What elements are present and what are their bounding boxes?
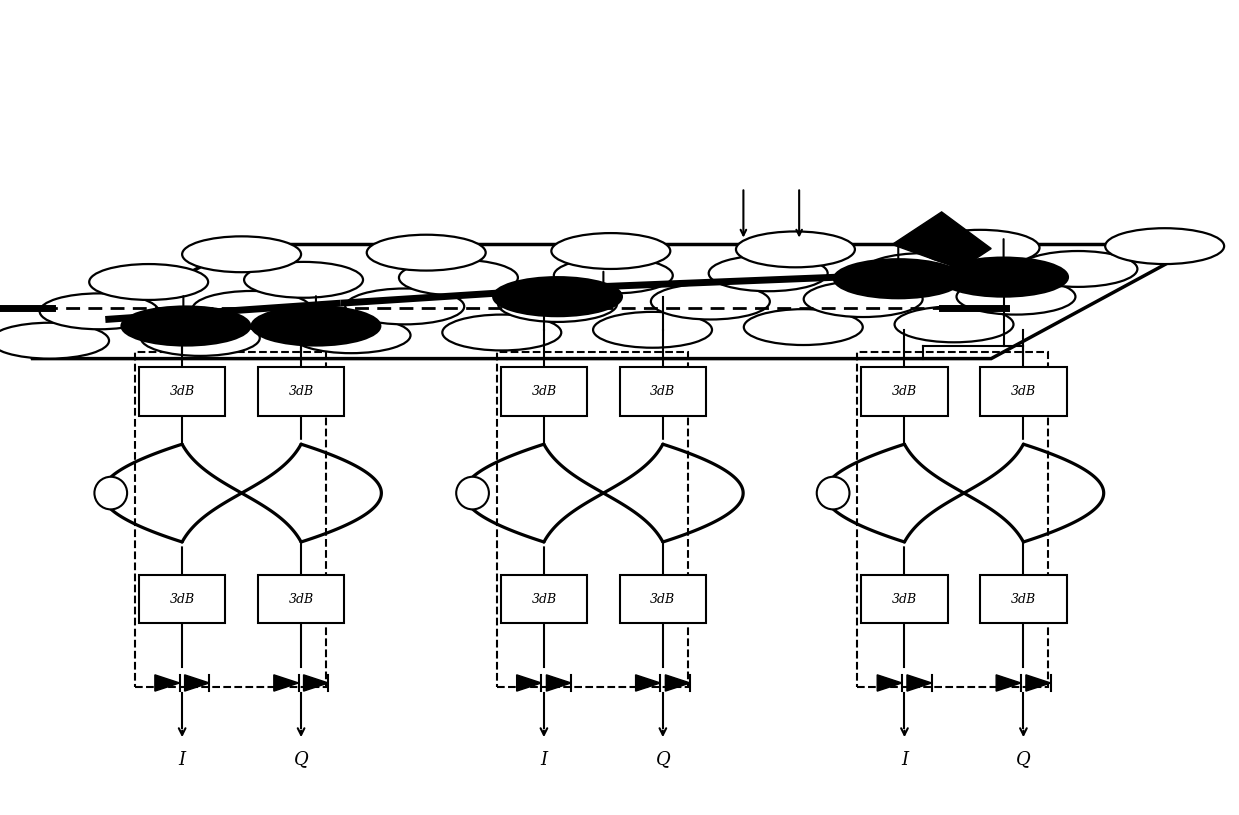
Ellipse shape xyxy=(498,286,617,322)
Text: Q: Q xyxy=(294,751,309,769)
Ellipse shape xyxy=(40,293,159,329)
Polygon shape xyxy=(877,675,902,691)
Text: I: I xyxy=(540,751,548,769)
FancyBboxPatch shape xyxy=(258,575,344,623)
FancyBboxPatch shape xyxy=(258,367,344,416)
Ellipse shape xyxy=(1105,228,1224,264)
FancyBboxPatch shape xyxy=(501,367,587,416)
Ellipse shape xyxy=(743,309,862,345)
Polygon shape xyxy=(1026,675,1051,691)
Ellipse shape xyxy=(399,260,518,296)
Ellipse shape xyxy=(89,264,208,300)
Ellipse shape xyxy=(593,312,712,348)
Ellipse shape xyxy=(736,231,855,267)
Ellipse shape xyxy=(817,477,850,509)
Text: 3dB: 3dB xyxy=(289,385,313,398)
FancyBboxPatch shape xyxy=(980,367,1067,416)
Ellipse shape xyxy=(442,315,561,350)
Ellipse shape xyxy=(554,258,673,293)
Polygon shape xyxy=(636,675,660,691)
Polygon shape xyxy=(665,675,690,691)
FancyBboxPatch shape xyxy=(861,367,948,416)
Text: 3dB: 3dB xyxy=(532,385,556,398)
Polygon shape xyxy=(155,675,180,691)
Ellipse shape xyxy=(551,233,670,269)
Ellipse shape xyxy=(252,306,380,346)
Polygon shape xyxy=(304,675,328,691)
Ellipse shape xyxy=(1018,251,1137,287)
FancyBboxPatch shape xyxy=(620,367,706,416)
Ellipse shape xyxy=(864,253,983,289)
Ellipse shape xyxy=(895,306,1014,342)
FancyBboxPatch shape xyxy=(139,367,225,416)
Text: 3dB: 3dB xyxy=(1011,593,1036,606)
Text: Q: Q xyxy=(655,751,670,769)
Ellipse shape xyxy=(94,477,128,509)
FancyBboxPatch shape xyxy=(861,575,948,623)
Ellipse shape xyxy=(121,306,250,346)
Ellipse shape xyxy=(0,323,109,359)
Ellipse shape xyxy=(141,320,260,356)
Ellipse shape xyxy=(834,259,963,298)
FancyBboxPatch shape xyxy=(980,575,1067,623)
Ellipse shape xyxy=(709,255,828,291)
Ellipse shape xyxy=(367,235,486,271)
Ellipse shape xyxy=(346,289,465,324)
Ellipse shape xyxy=(804,281,923,317)
FancyBboxPatch shape xyxy=(501,575,587,623)
Polygon shape xyxy=(892,212,991,269)
Text: I: I xyxy=(178,751,186,769)
Text: 3dB: 3dB xyxy=(650,385,675,398)
Ellipse shape xyxy=(244,262,363,297)
FancyBboxPatch shape xyxy=(620,575,706,623)
Ellipse shape xyxy=(650,284,769,319)
Ellipse shape xyxy=(182,236,301,272)
Polygon shape xyxy=(185,675,209,691)
Bar xyxy=(135,352,326,687)
Text: 3dB: 3dB xyxy=(170,593,195,606)
Polygon shape xyxy=(546,675,571,691)
Bar xyxy=(497,352,688,687)
Ellipse shape xyxy=(957,279,1075,315)
Ellipse shape xyxy=(493,277,622,316)
Text: 3dB: 3dB xyxy=(1011,385,1036,398)
Bar xyxy=(857,352,1048,687)
Text: 3dB: 3dB xyxy=(892,385,917,398)
Polygon shape xyxy=(907,675,932,691)
Ellipse shape xyxy=(291,317,410,353)
Ellipse shape xyxy=(192,291,311,327)
Text: 3dB: 3dB xyxy=(892,593,917,606)
Ellipse shape xyxy=(939,258,1068,297)
Text: 3dB: 3dB xyxy=(650,593,675,606)
Text: 3dB: 3dB xyxy=(532,593,556,606)
Text: I: I xyxy=(901,751,908,769)
Ellipse shape xyxy=(921,230,1040,266)
Polygon shape xyxy=(996,675,1021,691)
Ellipse shape xyxy=(456,477,489,509)
Text: 3dB: 3dB xyxy=(170,385,195,398)
Polygon shape xyxy=(517,675,541,691)
Text: Q: Q xyxy=(1016,751,1031,769)
Polygon shape xyxy=(274,675,299,691)
FancyBboxPatch shape xyxy=(139,575,225,623)
Text: 3dB: 3dB xyxy=(289,593,313,606)
